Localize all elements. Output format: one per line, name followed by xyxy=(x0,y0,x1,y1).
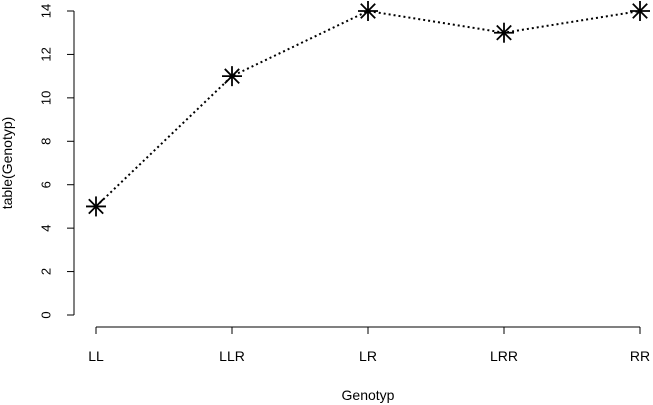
y-tick-label: 2 xyxy=(39,268,54,275)
y-axis: 0 2 4 6 8 10 12 14 xyxy=(39,4,75,319)
x-tick-label: LL xyxy=(88,348,104,364)
data-point-marker xyxy=(358,1,378,21)
x-tick-label: LLR xyxy=(219,348,245,364)
y-tick-label: 6 xyxy=(39,181,54,188)
x-tick-label: LR xyxy=(359,348,377,364)
y-tick-label: 0 xyxy=(39,311,54,318)
data-point-marker xyxy=(630,1,650,21)
data-point-marker xyxy=(222,66,242,87)
x-tick-label: RR xyxy=(630,348,650,364)
x-axis-label: Genotyp xyxy=(342,387,395,403)
y-axis-label: table(Genotyp) xyxy=(0,117,15,210)
series-line xyxy=(95,9,641,208)
series-markers xyxy=(86,1,650,217)
y-tick-label: 14 xyxy=(39,4,54,18)
x-axis: LL LLR LR LRR RR xyxy=(88,326,650,364)
y-tick-label: 4 xyxy=(39,225,54,232)
y-tick-label: 12 xyxy=(39,47,54,61)
x-tick-label: LRR xyxy=(490,348,518,364)
y-tick-label: 8 xyxy=(39,138,54,145)
data-point-marker xyxy=(86,196,106,217)
data-point-marker xyxy=(494,22,514,43)
series-path xyxy=(95,9,641,208)
y-tick-label: 10 xyxy=(39,91,54,105)
